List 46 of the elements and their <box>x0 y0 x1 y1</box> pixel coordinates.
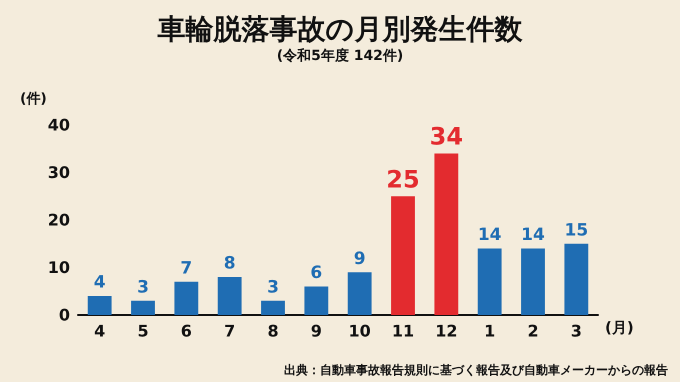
source-note: 出典：自動車事故報告規則に基づく報告及び自動車メーカーからの報告 <box>284 363 668 377</box>
bar <box>521 248 545 315</box>
x-tick-label: 6 <box>180 322 192 340</box>
bar <box>88 296 112 315</box>
x-tick-label: 3 <box>570 322 582 340</box>
x-tick-label: 1 <box>484 322 496 340</box>
data-label: 7 <box>180 258 192 278</box>
data-label: 4 <box>94 272 106 292</box>
x-tick-label: 10 <box>348 322 371 340</box>
x-tick-label: 2 <box>527 322 539 340</box>
x-tick-label: 9 <box>310 322 322 340</box>
y-tick-label: 0 <box>58 306 70 324</box>
data-label: 8 <box>224 254 236 274</box>
y-axis-title: (件) <box>20 91 47 107</box>
x-axis-title: (月) <box>605 318 634 336</box>
y-tick-label: 10 <box>48 258 70 277</box>
x-tick-label: 5 <box>137 322 149 340</box>
data-label: 3 <box>267 277 279 298</box>
y-tick-label: 30 <box>48 163 70 182</box>
data-label: 14 <box>478 225 502 245</box>
bar <box>348 272 372 315</box>
chart-title: 車輪脱落事故の月別発生件数 <box>156 12 524 46</box>
data-label: 9 <box>354 248 366 269</box>
data-label: 6 <box>310 263 322 283</box>
x-tick-label: 12 <box>435 322 458 340</box>
data-label: 34 <box>430 122 464 150</box>
bar <box>131 300 155 315</box>
data-label: 15 <box>564 220 588 240</box>
x-tick-label: 7 <box>224 322 236 340</box>
data-label: 25 <box>386 165 420 194</box>
x-tick-label: 4 <box>94 322 106 340</box>
bar <box>434 154 458 315</box>
x-tick-label: 8 <box>267 322 279 340</box>
bar <box>304 286 328 315</box>
y-tick-label: 40 <box>48 116 70 134</box>
data-label: 14 <box>521 225 545 245</box>
bar <box>218 277 242 315</box>
bar <box>174 282 198 315</box>
bar <box>478 248 502 315</box>
bar <box>391 196 415 315</box>
bar <box>261 300 285 315</box>
chart-subtitle: (令和5年度 142件) <box>276 47 404 64</box>
x-tick-label: 11 <box>392 322 414 340</box>
data-label: 3 <box>137 277 149 298</box>
y-tick-label: 20 <box>48 210 70 230</box>
bar <box>564 244 588 315</box>
